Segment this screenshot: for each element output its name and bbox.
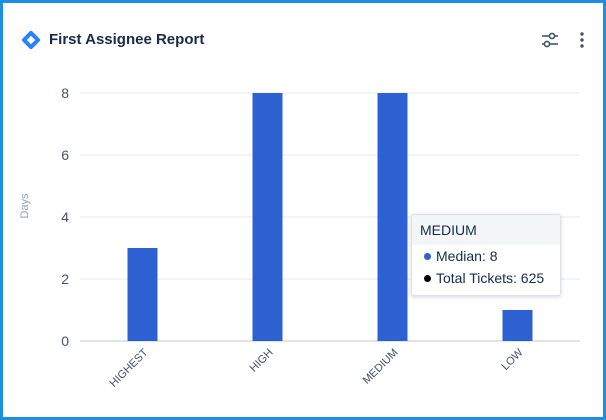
card-header: First Assignee Report — [6, 6, 600, 66]
bar-medium[interactable] — [377, 93, 408, 341]
median-dot-icon — [424, 253, 431, 260]
x-category-label: HIGHEST — [108, 346, 151, 389]
y-tick-label: 2 — [61, 271, 69, 287]
bar-high[interactable] — [252, 93, 283, 341]
x-category-label: LOW — [499, 346, 526, 373]
diamond-logo-icon — [21, 30, 41, 50]
page-title: First Assignee Report — [49, 31, 205, 48]
y-tick-label: 8 — [61, 85, 69, 101]
tooltip-median-row: Median: 8 — [412, 245, 560, 267]
tooltip-title: MEDIUM — [412, 215, 560, 245]
total-dot-icon — [424, 275, 431, 282]
bar-highest[interactable] — [127, 248, 158, 341]
tooltip-total-label: Total Tickets: 625 — [436, 270, 545, 286]
bar-low[interactable] — [502, 310, 533, 341]
x-category-label: MEDIUM — [361, 347, 401, 387]
chart-tooltip: MEDIUM Median: 8 Total Tickets: 625 — [411, 214, 561, 296]
tooltip-total-row: Total Tickets: 625 — [412, 267, 560, 289]
y-tick-label: 6 — [61, 147, 69, 163]
y-tick-label: 0 — [61, 333, 69, 349]
y-tick-label: 4 — [61, 209, 69, 225]
more-vertical-icon[interactable] — [574, 28, 590, 52]
tooltip-median-label: Median: 8 — [436, 248, 498, 264]
y-axis-title: Days — [19, 193, 31, 219]
filter-sliders-icon[interactable] — [538, 28, 562, 52]
x-category-label: HIGH — [248, 347, 276, 375]
